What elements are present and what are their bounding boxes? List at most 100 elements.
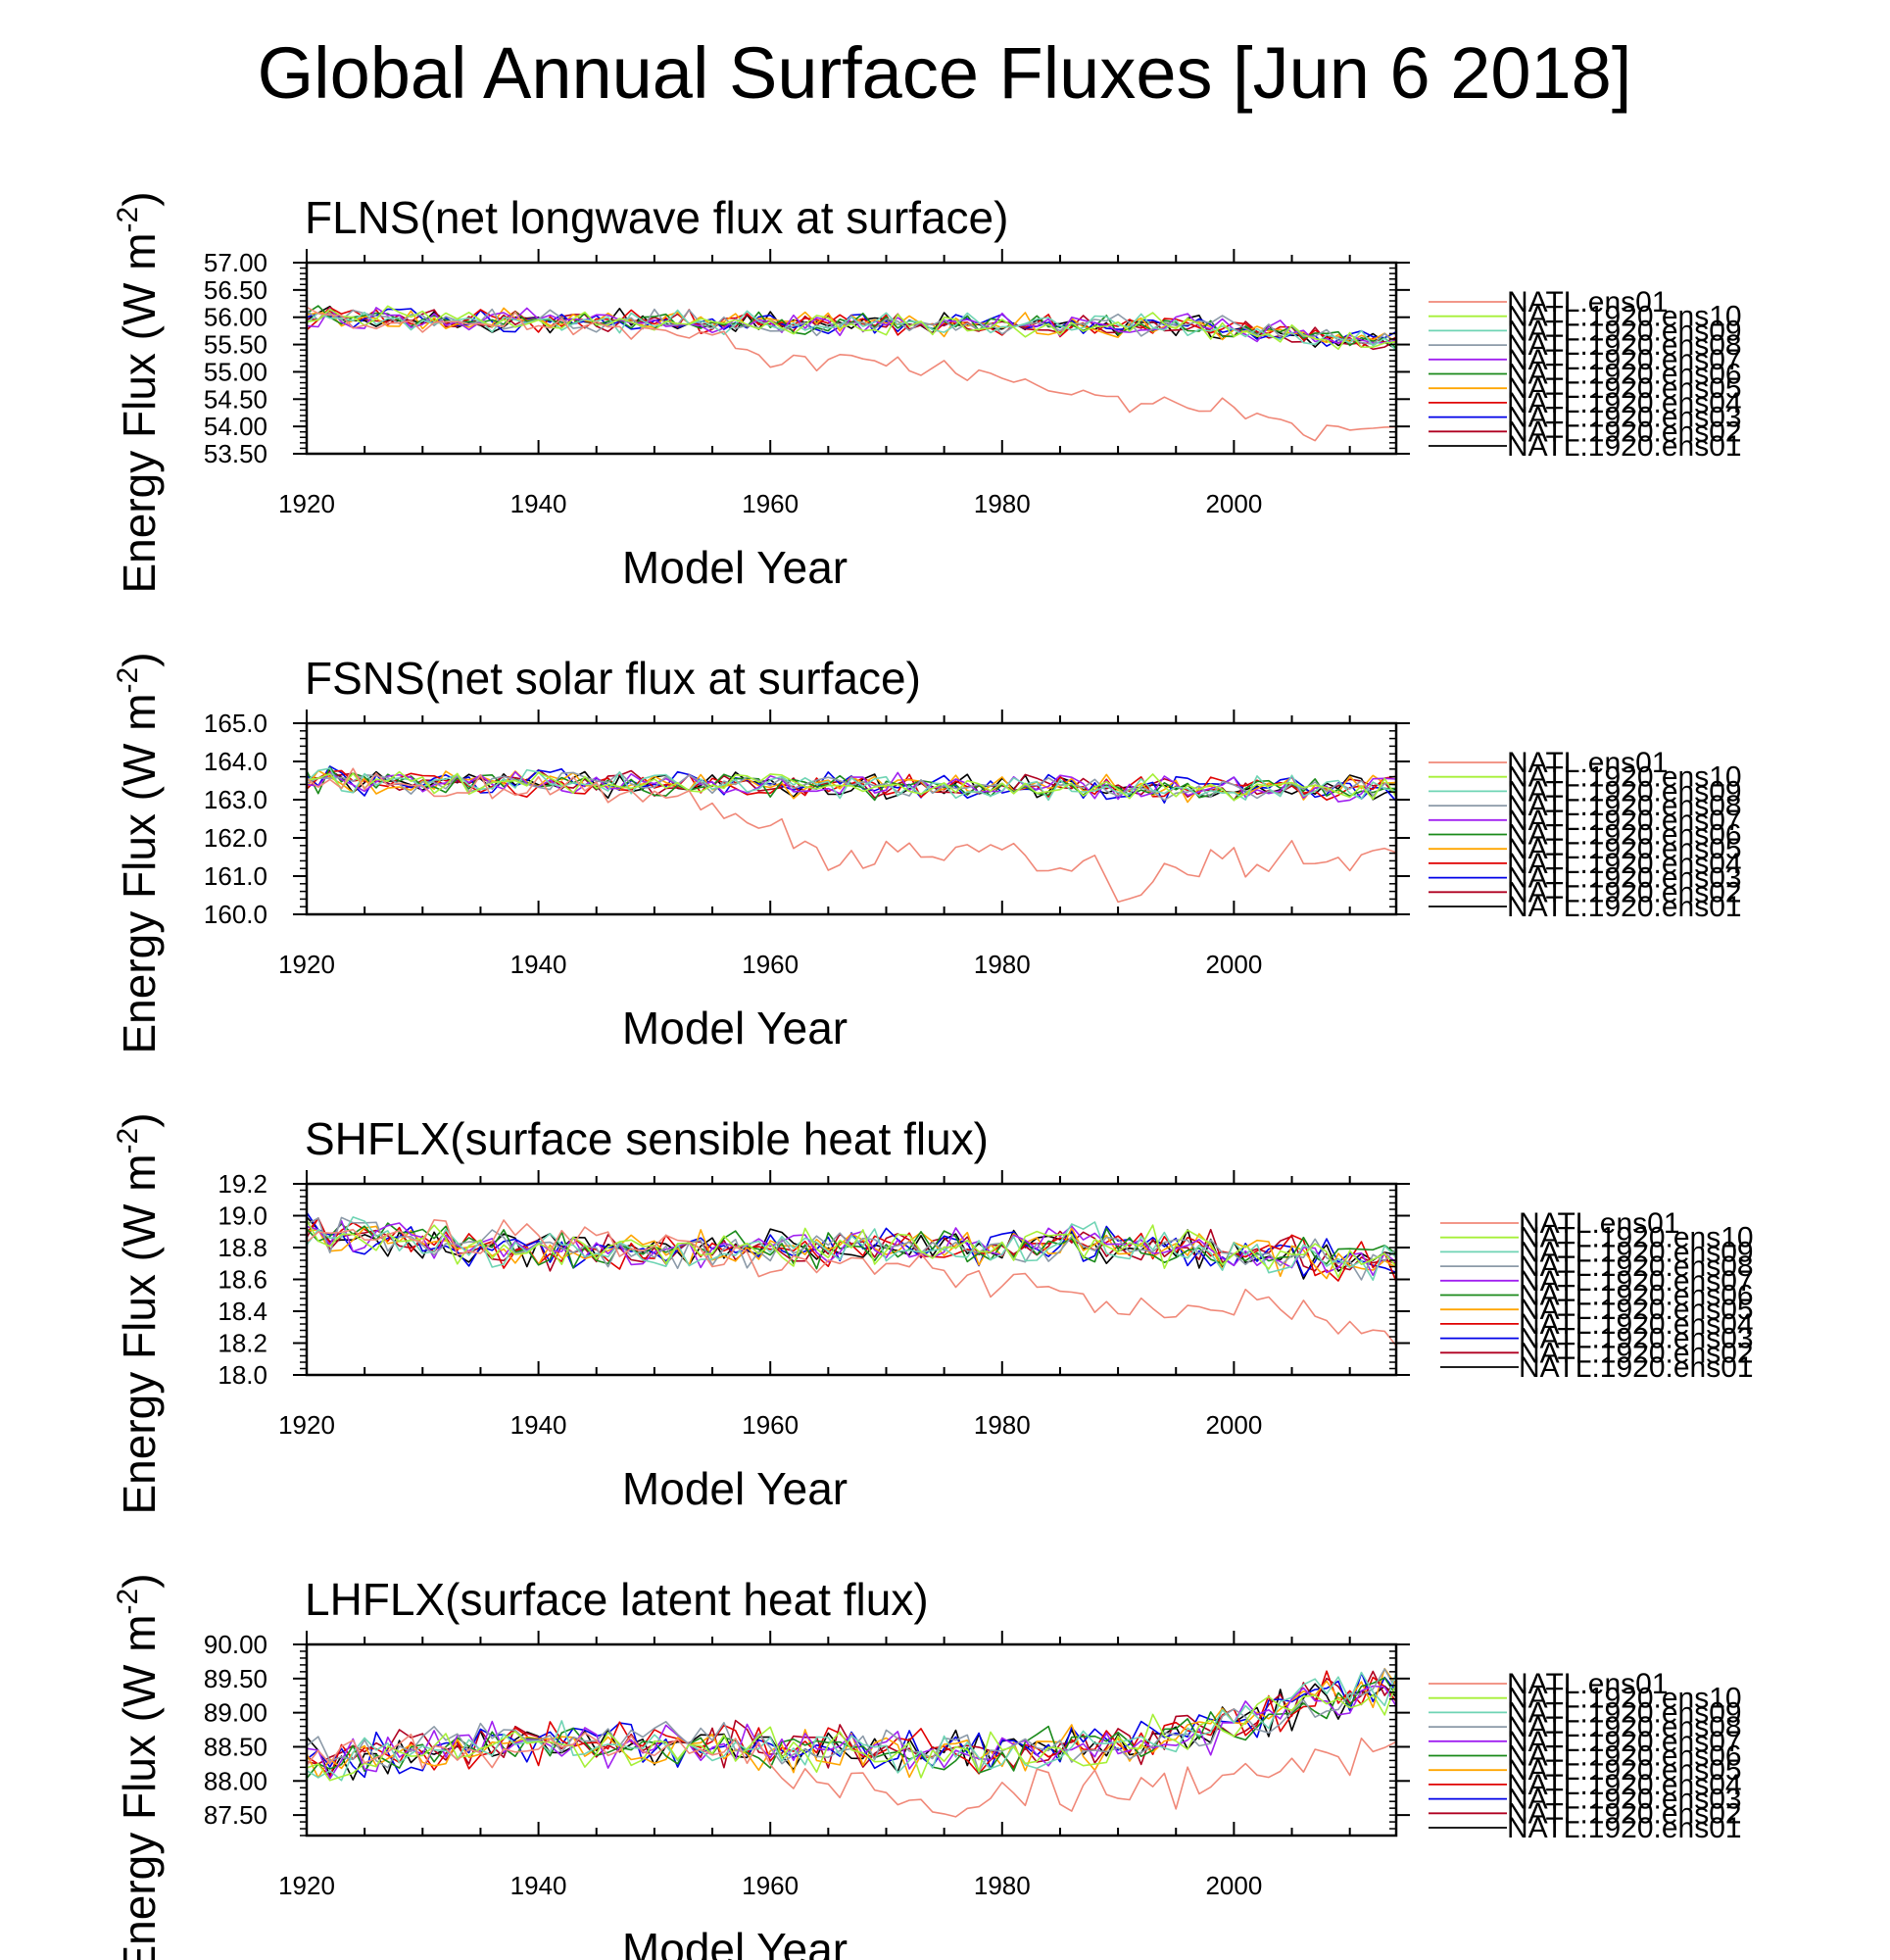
x-tick-label: 1980: [974, 1410, 1031, 1440]
y-axis-label-close: ): [114, 652, 165, 666]
legend-label: NATL.1920.ens02: [1507, 416, 1742, 448]
series-line-NATL-1920-ens09: [307, 767, 1396, 802]
x-tick-label: 2000: [1205, 1871, 1262, 1900]
legend-label: NATL.1920.ens09: [1507, 315, 1742, 347]
legend-label: NATL.1920.ens10: [1507, 301, 1742, 333]
series-line-NATL-ens01: [307, 306, 1396, 442]
legend-label: NATL.1920.ens09: [1507, 775, 1742, 808]
series-line-NATL-1920-ens09: [307, 309, 1396, 352]
y-tick-label: 18.0: [218, 1360, 267, 1390]
x-axis-label: Model Year: [622, 1003, 848, 1054]
y-axis-label-text: Energy Flux (W m: [114, 1153, 165, 1514]
x-tick-label: 1960: [742, 950, 799, 979]
series-group: [307, 765, 1396, 904]
y-tick-label: 90.00: [204, 1630, 267, 1659]
legend-label: NATL.1920.ens08: [1519, 1250, 1754, 1283]
x-tick-label: 2000: [1205, 950, 1262, 979]
y-tick-label: 165.0: [204, 709, 267, 738]
x-tick-label: 2000: [1205, 1410, 1262, 1440]
y-tick-label: 18.6: [218, 1265, 267, 1295]
y-axis-label: Energy Flux (W m-2): [112, 652, 165, 1054]
legend-label: NATL.1920.ens05: [1507, 1754, 1742, 1787]
series-line-NATL-1920-ens06: [307, 1677, 1396, 1780]
series-line-NATL-1920-ens07: [307, 1219, 1396, 1276]
y-axis-label-close: ): [114, 1573, 165, 1588]
series-line-NATL-1920-ens01: [307, 769, 1396, 801]
y-axis-label-superscript: -2: [112, 1128, 144, 1154]
series-line-NATL-1920-ens03: [307, 1211, 1396, 1277]
y-tick-label: 164.0: [204, 747, 267, 776]
legend-label: NATL.1920.ens04: [1507, 1769, 1742, 1801]
y-tick-label: 89.50: [204, 1664, 267, 1693]
x-tick-label: 1920: [278, 1871, 335, 1900]
series-line-NATL-1920-ens10: [307, 1683, 1396, 1782]
legend-label: NATL.1920.ens06: [1507, 1740, 1742, 1773]
legend-label: NATL.1920.ens07: [1507, 344, 1742, 376]
y-tick-label: 55.00: [204, 357, 267, 386]
x-tick-label: 1960: [742, 489, 799, 518]
series-line-NATL-1920-ens02: [307, 1217, 1396, 1272]
legend-label: NATL.1920.ens02: [1519, 1337, 1754, 1369]
x-tick-label: 1940: [510, 950, 567, 979]
legend-label: NATL.1920.ens05: [1519, 1294, 1754, 1326]
legend-label: NATL.1920.ens02: [1507, 876, 1742, 908]
y-tick-label: 55.50: [204, 330, 267, 360]
x-tick-label: 2000: [1205, 489, 1262, 518]
page-title: Global Annual Surface Fluxes [Jun 6 2018…: [258, 32, 1632, 114]
y-tick-label: 19.0: [218, 1201, 267, 1231]
panel-title: LHFLX(surface latent heat flux): [305, 1574, 929, 1625]
x-tick-label: 1920: [278, 489, 335, 518]
plot-frame: [305, 261, 1398, 456]
legend-label: NATL.1920.ens01: [1507, 1812, 1742, 1844]
series-group: [307, 1667, 1396, 1818]
y-tick-label: 54.00: [204, 412, 267, 441]
y-tick-label: 88.50: [204, 1732, 267, 1761]
legend-label: NATL.1920.ens04: [1519, 1308, 1754, 1341]
legend-label: NATL.1920.ens03: [1507, 1784, 1742, 1816]
legend-label: NATL.1920.ens09: [1507, 1696, 1742, 1729]
x-tick-label: 1940: [510, 489, 567, 518]
legend-label: NATL.1920.ens01: [1507, 430, 1742, 463]
panel-title: FSNS(net solar flux at surface): [305, 653, 921, 704]
legend-label: NATL.1920.ens09: [1519, 1236, 1754, 1268]
y-axis-label-superscript: -2: [112, 667, 144, 694]
x-axis-label: Model Year: [622, 1463, 848, 1514]
legend-label: NATL.1920.ens06: [1507, 359, 1742, 391]
y-axis-label: Energy Flux (W m-2): [112, 1112, 165, 1514]
x-tick-label: 1980: [974, 489, 1031, 518]
y-axis-label-close: ): [114, 191, 165, 206]
x-tick-label: 1980: [974, 950, 1031, 979]
y-tick-label: 18.8: [218, 1233, 267, 1262]
x-axis-label: Model Year: [622, 542, 848, 593]
legend-label: NATL.1920.ens08: [1507, 329, 1742, 362]
series-group: [307, 1211, 1396, 1347]
series-line-NATL-ens01: [307, 1219, 1396, 1347]
plot-frame: [305, 721, 1398, 916]
legend-label: NATL.1920.ens07: [1507, 805, 1742, 837]
x-tick-label: 1940: [510, 1410, 567, 1440]
legend-label: NATL.1920.ens10: [1507, 761, 1742, 794]
y-tick-label: 88.00: [204, 1766, 267, 1795]
y-axis-label: Energy Flux (W m-2): [112, 191, 165, 593]
legend-label: NATL.1920.ens10: [1519, 1222, 1754, 1254]
panels: FLNS(net longwave flux at surface) 1920 19…: [112, 191, 1754, 1960]
x-tick-label: 1960: [742, 1410, 799, 1440]
series-line-NATL-1920-ens10: [307, 1219, 1396, 1279]
y-tick-label: 54.50: [204, 384, 267, 414]
legend-label: NATL.ens01: [1507, 1668, 1669, 1700]
y-tick-label: 163.0: [204, 785, 267, 814]
legend-label: NATL.ens01: [1507, 747, 1669, 779]
x-tick-label: 1920: [278, 1410, 335, 1440]
x-tick-label: 1940: [510, 1871, 567, 1900]
y-tick-label: 161.0: [204, 861, 267, 891]
y-tick-label: 56.50: [204, 275, 267, 305]
y-tick-label: 57.00: [204, 248, 267, 277]
series-line-NATL-1920-ens01: [307, 305, 1396, 350]
y-tick-label: 162.0: [204, 823, 267, 853]
legend-label: NATL.1920.ens04: [1507, 387, 1742, 419]
y-axis-label-text: Energy Flux (W m: [114, 1614, 165, 1960]
legend-label: NATL.1920.ens10: [1507, 1683, 1742, 1715]
legend-label: NATL.1920.ens05: [1507, 833, 1742, 865]
x-tick-label: 1960: [742, 1871, 799, 1900]
y-tick-label: 53.50: [204, 439, 267, 468]
